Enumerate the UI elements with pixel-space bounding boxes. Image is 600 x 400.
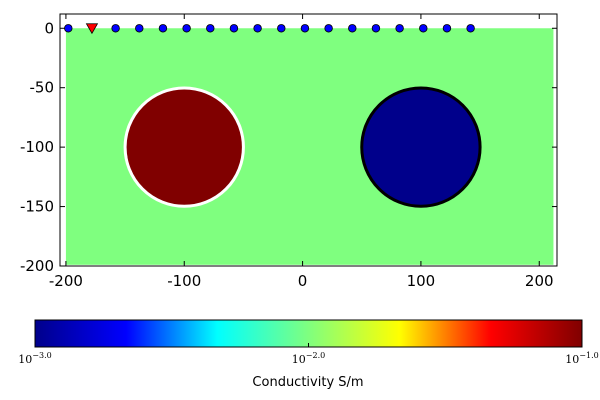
source-marker	[85, 23, 99, 35]
x-tick-label: -200	[49, 272, 83, 290]
receiver-point	[442, 24, 452, 33]
receiver-point	[324, 24, 333, 33]
y-tick-label: -200	[20, 257, 54, 275]
x-tick-label: -100	[167, 272, 201, 290]
y-tick-label: 0	[44, 19, 54, 37]
x-tick-label: 200	[525, 272, 554, 290]
axes-frame	[59, 13, 558, 267]
receiver-point	[182, 24, 191, 33]
receiver-point	[135, 24, 144, 33]
colorbar-tick-label: 10−2.0	[292, 351, 325, 366]
receiver-point	[64, 24, 73, 33]
plot-area: -200 -100 0 100 200 0 -50 -100 -150 -200	[20, 13, 558, 290]
receiver-point	[277, 24, 286, 33]
receiver-point	[348, 24, 357, 33]
receiver-point	[206, 24, 215, 33]
colorbar-tick-label: 10−3.0	[18, 351, 51, 366]
receiver-point	[395, 24, 404, 33]
receiver-point	[253, 24, 262, 33]
x-axis: -200 -100 0 100 200	[49, 14, 554, 290]
y-tick-label: -150	[20, 198, 54, 216]
receiver-point	[419, 24, 428, 33]
receiver-point	[371, 24, 381, 33]
colorbar-ticks: 10−3.0 10−2.0 10−1.0	[18, 343, 599, 366]
model-layer	[65, 28, 554, 265]
receiver-point	[229, 24, 239, 33]
survey-layer	[64, 23, 475, 35]
resistive-cylinder	[360, 86, 482, 208]
colorbar-label: Conductivity S/m	[252, 375, 363, 390]
colorbar: 10−3.0 10−2.0 10−1.0 Conductivity S/m	[18, 319, 599, 390]
receiver-point	[466, 24, 475, 33]
conductive-cylinder	[123, 86, 245, 208]
receiver-point	[111, 24, 120, 33]
colorbar-tick-label: 10−1.0	[565, 351, 598, 366]
colorbar-bar	[34, 319, 583, 348]
y-tick-label: -100	[20, 138, 54, 156]
receiver-point	[300, 24, 310, 33]
receiver-point	[158, 24, 168, 33]
x-tick-label: 0	[298, 272, 308, 290]
y-axis: 0 -50 -100 -150 -200	[20, 19, 557, 275]
x-tick-label: 100	[407, 272, 436, 290]
y-tick-label: -50	[30, 79, 55, 97]
